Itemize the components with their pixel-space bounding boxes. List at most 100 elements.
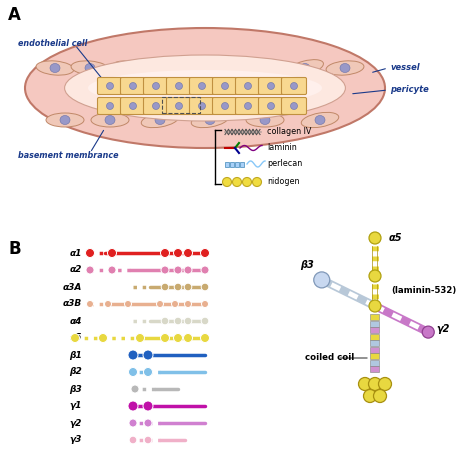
Ellipse shape	[152, 59, 189, 76]
FancyBboxPatch shape	[144, 78, 168, 95]
Ellipse shape	[245, 102, 252, 110]
Ellipse shape	[250, 64, 260, 73]
Ellipse shape	[326, 61, 364, 75]
Circle shape	[144, 436, 152, 444]
Circle shape	[174, 283, 182, 291]
Circle shape	[136, 334, 145, 343]
Circle shape	[86, 266, 94, 274]
Text: β2: β2	[69, 367, 82, 376]
Circle shape	[108, 266, 116, 274]
Circle shape	[143, 350, 153, 360]
Bar	[371, 321, 380, 327]
Text: A: A	[8, 6, 21, 24]
Text: α4: α4	[70, 316, 82, 326]
Circle shape	[201, 266, 209, 274]
Ellipse shape	[245, 82, 252, 89]
Ellipse shape	[107, 82, 113, 89]
Circle shape	[201, 317, 209, 325]
Text: α1: α1	[70, 249, 82, 257]
Circle shape	[314, 272, 330, 288]
FancyBboxPatch shape	[190, 97, 215, 115]
Bar	[371, 366, 380, 372]
Text: α3A: α3A	[63, 283, 82, 292]
Ellipse shape	[36, 59, 73, 76]
Text: nidogen: nidogen	[267, 177, 300, 187]
Text: α5: α5	[389, 233, 402, 243]
Circle shape	[86, 300, 93, 307]
Ellipse shape	[111, 59, 148, 76]
Text: basement membrance: basement membrance	[18, 152, 118, 161]
Bar	[235, 161, 239, 167]
Ellipse shape	[286, 61, 324, 75]
Circle shape	[184, 266, 192, 274]
Ellipse shape	[175, 82, 182, 89]
Ellipse shape	[71, 61, 109, 75]
Ellipse shape	[153, 102, 159, 110]
FancyBboxPatch shape	[258, 78, 283, 95]
Ellipse shape	[237, 59, 273, 76]
Text: γ2: γ2	[436, 324, 450, 334]
Text: pericyte: pericyte	[390, 86, 429, 95]
Circle shape	[129, 436, 137, 444]
Ellipse shape	[191, 61, 229, 75]
Circle shape	[99, 334, 108, 343]
FancyBboxPatch shape	[258, 97, 283, 115]
Text: endothelial cell: endothelial cell	[18, 38, 87, 47]
Ellipse shape	[125, 64, 135, 73]
Ellipse shape	[129, 82, 137, 89]
Circle shape	[253, 177, 262, 187]
Circle shape	[369, 300, 381, 312]
Text: α5: α5	[70, 334, 82, 343]
Ellipse shape	[141, 112, 179, 128]
Ellipse shape	[60, 116, 70, 124]
Circle shape	[125, 300, 131, 307]
Ellipse shape	[246, 113, 284, 127]
Ellipse shape	[25, 28, 385, 148]
Circle shape	[128, 367, 137, 376]
FancyBboxPatch shape	[166, 78, 191, 95]
Ellipse shape	[107, 102, 113, 110]
Ellipse shape	[205, 116, 215, 124]
Text: γ1: γ1	[70, 402, 82, 410]
Text: laminin: laminin	[267, 144, 297, 153]
Ellipse shape	[85, 64, 95, 73]
Circle shape	[184, 317, 192, 325]
Circle shape	[172, 300, 179, 307]
Text: B: B	[8, 240, 21, 258]
FancyBboxPatch shape	[282, 97, 307, 115]
Ellipse shape	[155, 116, 165, 124]
FancyBboxPatch shape	[236, 97, 261, 115]
Ellipse shape	[301, 113, 339, 127]
Circle shape	[161, 283, 169, 291]
Ellipse shape	[315, 116, 325, 124]
Circle shape	[104, 300, 111, 307]
FancyBboxPatch shape	[98, 78, 122, 95]
Bar	[371, 346, 380, 353]
Circle shape	[174, 266, 182, 274]
Circle shape	[184, 283, 192, 291]
Circle shape	[161, 317, 169, 325]
Text: β3: β3	[300, 260, 313, 270]
Circle shape	[128, 350, 138, 360]
Ellipse shape	[291, 102, 298, 110]
Ellipse shape	[199, 82, 206, 89]
Bar	[225, 161, 229, 167]
FancyBboxPatch shape	[212, 78, 237, 95]
Circle shape	[222, 177, 231, 187]
FancyBboxPatch shape	[120, 97, 146, 115]
Bar	[371, 334, 380, 340]
Bar	[371, 353, 380, 359]
FancyBboxPatch shape	[212, 97, 237, 115]
Ellipse shape	[291, 82, 298, 89]
Ellipse shape	[64, 55, 346, 121]
Circle shape	[143, 401, 153, 411]
Text: vessel: vessel	[390, 64, 419, 73]
Text: perlecan: perlecan	[267, 160, 302, 168]
Circle shape	[161, 266, 169, 274]
Text: coiled coil: coiled coil	[305, 353, 354, 363]
Text: α3B: α3B	[63, 300, 82, 308]
Bar	[371, 327, 380, 333]
Circle shape	[161, 334, 170, 343]
Bar	[230, 161, 234, 167]
Circle shape	[374, 389, 386, 402]
